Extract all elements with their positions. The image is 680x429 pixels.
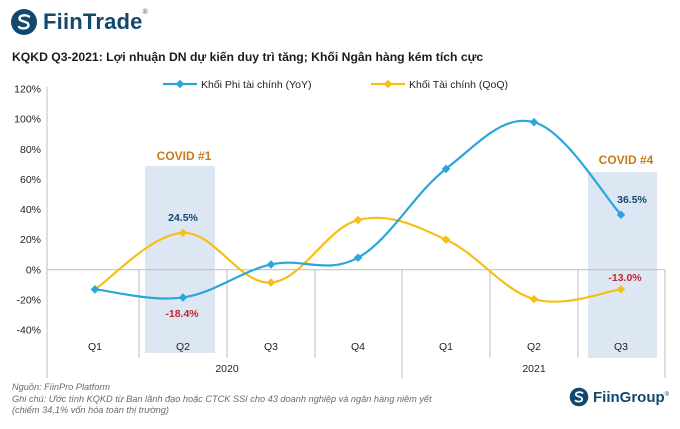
y-tick-label: 120% xyxy=(14,84,41,96)
covid-annotation: COVID #1 xyxy=(157,149,212,163)
series-marker-1 xyxy=(266,278,276,287)
covid-4-highlight-band xyxy=(588,172,657,358)
data-label: 24.5% xyxy=(168,212,198,224)
x-tick-label: Q3 xyxy=(264,341,278,353)
footer-notes: Nguồn: FiinPro Platform Ghi chú: Ước tín… xyxy=(12,382,432,417)
series-marker-0 xyxy=(90,285,100,294)
y-tick-label: -40% xyxy=(16,325,41,337)
source-note: Nguồn: FiinPro Platform xyxy=(12,382,111,392)
footnote-line-2: (chiếm 34,1% vốn hóa toàn thị trường) xyxy=(12,405,169,415)
series-marker-1 xyxy=(441,235,451,244)
x-tick-label: Q1 xyxy=(439,341,453,353)
covid-1-highlight-band xyxy=(145,166,215,353)
series-marker-0 xyxy=(266,260,276,269)
x-group-label: 2021 xyxy=(522,363,546,375)
data-label: 36.5% xyxy=(617,194,647,206)
footnote-line-1: Ghi chú: Ước tính KQKD từ Ban lãnh đạo h… xyxy=(12,393,432,404)
x-tick-label: Q4 xyxy=(351,341,365,353)
fiintrade-logo: FiinTrade® xyxy=(10,8,148,36)
series-marker-0 xyxy=(529,117,539,127)
fiingroup-logo: FiinGroup® xyxy=(569,387,669,407)
x-tick-label: Q1 xyxy=(88,341,102,353)
y-tick-label: 60% xyxy=(20,174,41,186)
y-tick-label: -20% xyxy=(16,294,41,306)
legend-label-0: Khối Phi tài chính (YoY) xyxy=(201,79,312,91)
legend-swatch-marker-0 xyxy=(175,79,185,89)
series-marker-1 xyxy=(616,285,626,294)
y-tick-label: 80% xyxy=(20,144,41,156)
x-tick-label: Q3 xyxy=(614,341,628,353)
fiingroup-text: FiinGroup xyxy=(593,388,665,406)
data-label: -13.0% xyxy=(608,272,642,284)
fiingroup-registered-mark: ® xyxy=(664,391,670,398)
series-marker-1 xyxy=(353,215,363,225)
data-label: -18.4% xyxy=(165,308,199,320)
logo-text: FiinTrade xyxy=(43,9,143,34)
series-marker-0 xyxy=(178,293,188,302)
x-tick-label: Q2 xyxy=(176,341,190,353)
series-marker-1 xyxy=(529,294,539,304)
x-tick-label: Q2 xyxy=(527,341,541,353)
fiingroup-logo-icon xyxy=(569,387,589,407)
registered-mark: ® xyxy=(142,9,148,16)
x-group-label: 2020 xyxy=(215,363,239,375)
y-tick-label: 20% xyxy=(20,234,41,246)
covid-annotation: COVID #4 xyxy=(599,153,654,167)
series-marker-1 xyxy=(178,228,188,238)
series-marker-0 xyxy=(441,164,451,174)
legend-label-1: Khối Tài chính (QoQ) xyxy=(409,79,508,91)
chart-title: KQKD Q3-2021: Lợi nhuận DN dự kiến duy t… xyxy=(12,50,484,64)
legend-swatch-marker-1 xyxy=(383,79,393,89)
fiintrade-logo-icon xyxy=(11,9,37,35)
y-tick-label: 0% xyxy=(26,264,41,276)
y-tick-label: 40% xyxy=(20,204,41,216)
y-tick-label: 100% xyxy=(14,114,41,126)
